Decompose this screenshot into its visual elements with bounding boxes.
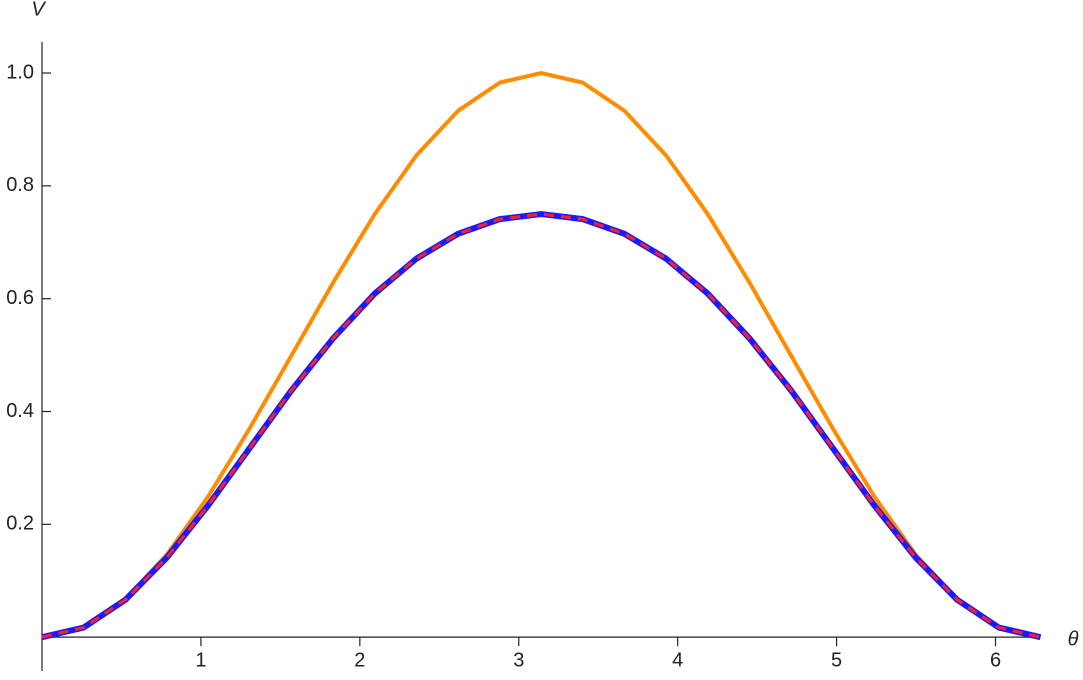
y-tick-label: 0.6 — [6, 287, 34, 309]
y-axis-label: V — [31, 0, 46, 20]
x-tick-label: 3 — [513, 649, 524, 671]
series-line — [41, 71, 1041, 640]
y-tick-label: 0.2 — [6, 513, 34, 535]
y-tick-label: 1.0 — [6, 61, 34, 83]
x-tick-label: 6 — [990, 649, 1001, 671]
y-tick-label: 0.8 — [6, 174, 34, 196]
x-tick-label: 4 — [672, 649, 683, 671]
series-line — [41, 212, 1041, 639]
x-tick-label: 1 — [195, 649, 206, 671]
x-tick-label: 2 — [354, 649, 365, 671]
x-tick-label: 5 — [831, 649, 842, 671]
series-line — [41, 211, 1042, 641]
x-axis-label: θ — [1068, 628, 1079, 650]
y-tick-label: 0.4 — [6, 400, 34, 422]
